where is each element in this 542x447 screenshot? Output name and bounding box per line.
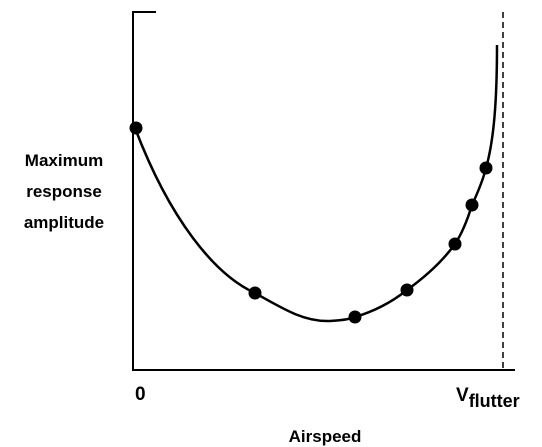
response-curve [133,44,499,323]
y-axis-label: amplitude [24,213,104,232]
x-tick-end-subscript: flutter [469,391,520,411]
x-tick-end-main: V [456,385,469,406]
axes [132,11,515,371]
point [348,310,362,324]
point [448,237,462,251]
x-tick-end: Vflutter [456,385,520,411]
point [465,198,479,212]
x-tick-origin: 0 [135,384,146,405]
data-points [129,121,493,324]
y-axis-label: response [26,182,102,201]
point [248,286,262,300]
point [479,161,493,175]
x-axis-label: Airspeed [289,427,362,446]
y-axis-label: Maximum [25,151,103,170]
point [400,283,414,297]
point [129,121,143,135]
